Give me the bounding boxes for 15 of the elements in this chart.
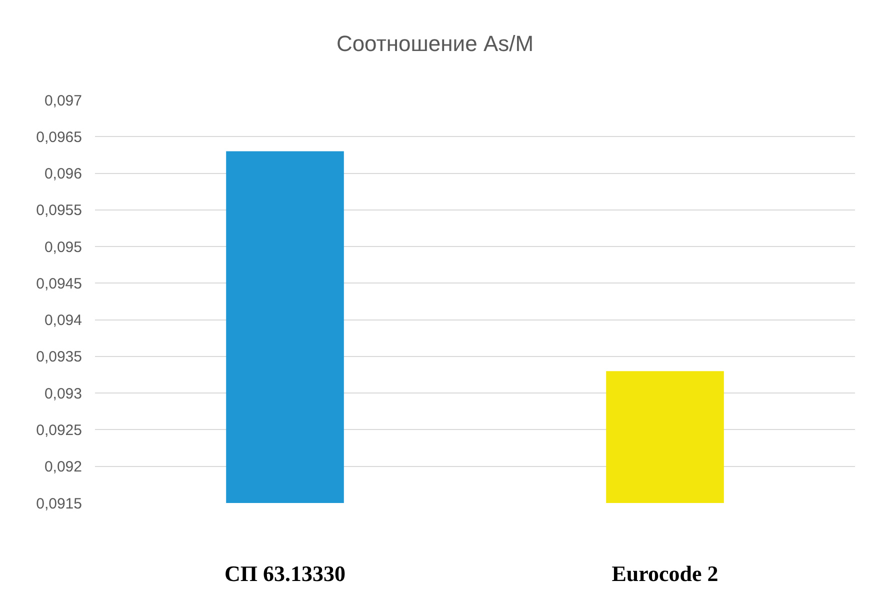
y-tick-label: 0,096 <box>44 166 82 183</box>
x-tick-label: Eurocode 2 <box>612 561 718 586</box>
y-tick-label: 0,0945 <box>36 275 82 292</box>
y-tick-label: 0,0965 <box>36 128 82 146</box>
y-tick-label: 0,0955 <box>36 202 82 220</box>
y-tick-label: 0,095 <box>44 238 82 256</box>
y-tick-label: 0,093 <box>44 385 82 402</box>
y-tick-label: 0,092 <box>44 458 82 476</box>
y-tick-label: 0,0925 <box>36 422 82 439</box>
y-tick-label: 0,097 <box>44 92 82 110</box>
y-tick-label: 0,094 <box>44 312 82 330</box>
y-tick-label: 0,0915 <box>36 495 82 512</box>
chart-title: Соотношение As/M <box>336 30 534 56</box>
y-tick-label: 0,0935 <box>36 348 82 366</box>
x-tick-label: СП 63.13330 <box>224 561 346 586</box>
